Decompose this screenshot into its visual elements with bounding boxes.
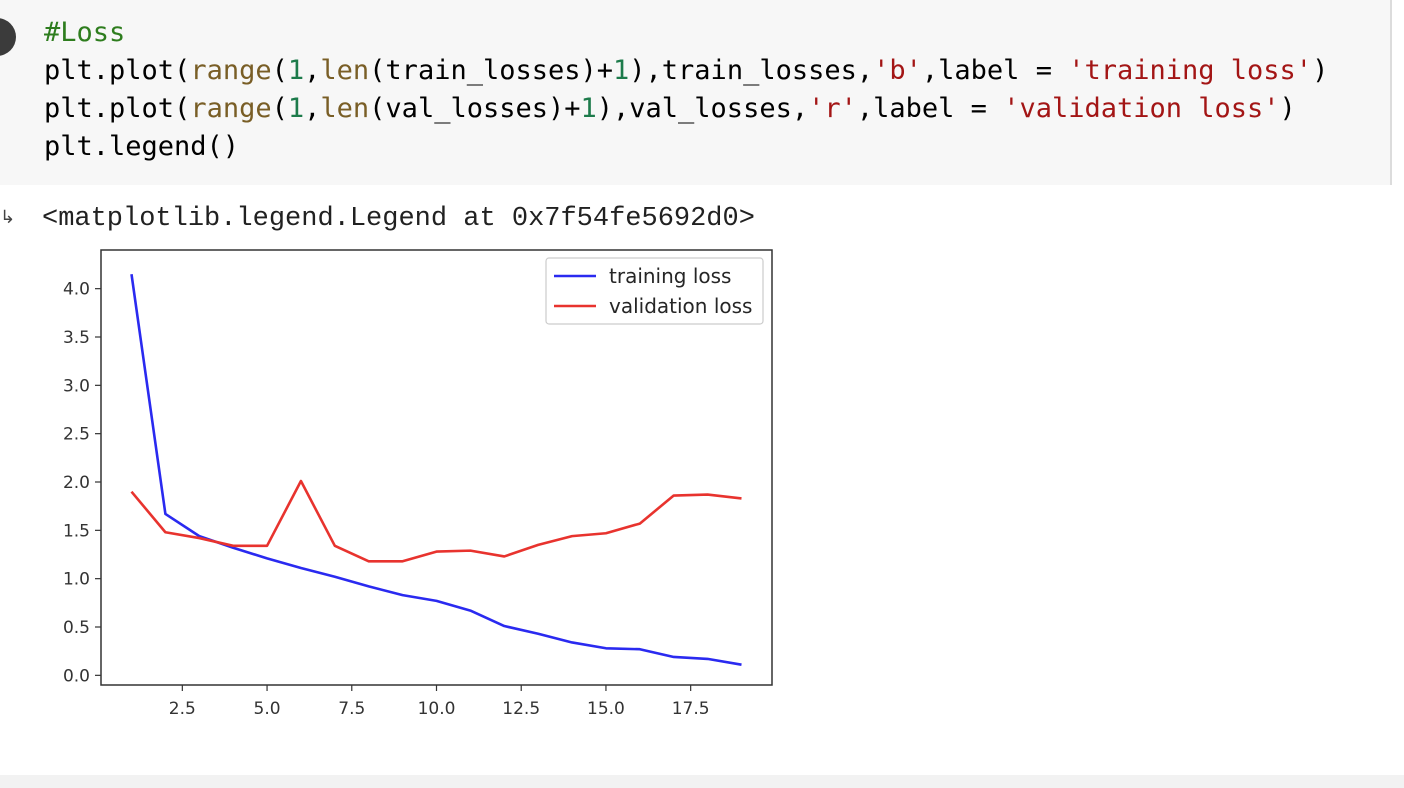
code-token: , (304, 93, 321, 124)
code-token: range (190, 55, 272, 86)
legend-box (545, 257, 764, 325)
y-tick-label: 4.0 (63, 280, 90, 300)
y-tick-label: 3.5 (63, 328, 90, 348)
x-tick-label: 15.0 (587, 699, 625, 719)
code-token: #Loss (44, 17, 126, 48)
code-token: , (304, 55, 321, 86)
output-text: <matplotlib.legend.Legend at 0x7f54fe569… (42, 204, 755, 234)
y-tick-label: 3.0 (63, 376, 90, 396)
x-tick-label: 7.5 (338, 699, 365, 719)
code-token: ,label = (921, 55, 1069, 86)
x-tick-label: 17.5 (672, 699, 710, 719)
validation-loss-line (130, 479, 742, 563)
code-token: ),train_losses, (629, 55, 874, 86)
code-cell[interactable]: #Loss plt.plot(range(1,len(train_losses)… (0, 0, 1392, 185)
code-token: 'training loss' (1068, 55, 1313, 86)
code-token: 1 (613, 55, 630, 86)
code-token: len (320, 93, 370, 124)
loss-chart: 2.5 5.0 7.5 10.0 12.5 15.0 17.5 0.0 0.5 1.0 1.5 2.0… (63, 249, 773, 719)
code-token: 'r' (808, 93, 857, 124)
y-tick-label: 1.5 (63, 521, 90, 541)
code-editor[interactable]: #Loss plt.plot(range(1,len(train_losses)… (44, 14, 1328, 166)
y-tick-label: 1.0 (63, 570, 90, 590)
legend-label: validation loss (609, 294, 752, 318)
code-token: ( (271, 93, 288, 124)
x-tick-label: 10.0 (418, 699, 456, 719)
legend-label: training loss (609, 264, 731, 288)
code-token: 'b' (873, 55, 922, 86)
code-token: 1 (287, 55, 305, 86)
code-line[interactable]: #Loss (44, 17, 125, 48)
next-cell-edge (0, 775, 1404, 788)
code-token: plt.legend() (44, 131, 240, 162)
code-token: ,label = (856, 93, 1004, 124)
code-token: plt.plot( (44, 55, 191, 86)
code-token: plt.plot( (44, 93, 191, 124)
code-token: (val_losses)+ (369, 93, 581, 124)
y-tick-label: 0.0 (63, 666, 90, 686)
x-tick-label: 12.5 (502, 699, 540, 719)
y-tick-label: 2.5 (63, 425, 90, 445)
x-tick-label: 2.5 (169, 699, 196, 719)
output-arrow-icon: ↳ (0, 207, 16, 228)
code-token: 1 (580, 93, 597, 124)
code-token: 1 (287, 93, 305, 124)
y-tick-label: 0.5 (63, 618, 90, 638)
x-tick-label: 5.0 (254, 699, 281, 719)
code-token: range (190, 93, 272, 124)
code-token: ) (1312, 55, 1329, 86)
training-loss-line (130, 273, 742, 666)
code-token: ( (271, 55, 288, 86)
y-tick-label: 2.0 (63, 473, 90, 493)
code-line[interactable]: plt.plot(range(1,len(val_losses)+1),val_… (44, 93, 1296, 124)
code-token: ),val_losses, (596, 93, 809, 124)
code-token: ) (1279, 93, 1296, 124)
code-token: len (320, 55, 370, 86)
code-line[interactable]: plt.legend() (44, 131, 239, 162)
code-line[interactable]: plt.plot(range(1,len(train_losses)+1),tr… (44, 55, 1328, 86)
code-token: (train_losses)+ (369, 55, 614, 86)
run-cell-button[interactable] (0, 18, 16, 56)
code-token: 'validation loss' (1003, 93, 1280, 124)
